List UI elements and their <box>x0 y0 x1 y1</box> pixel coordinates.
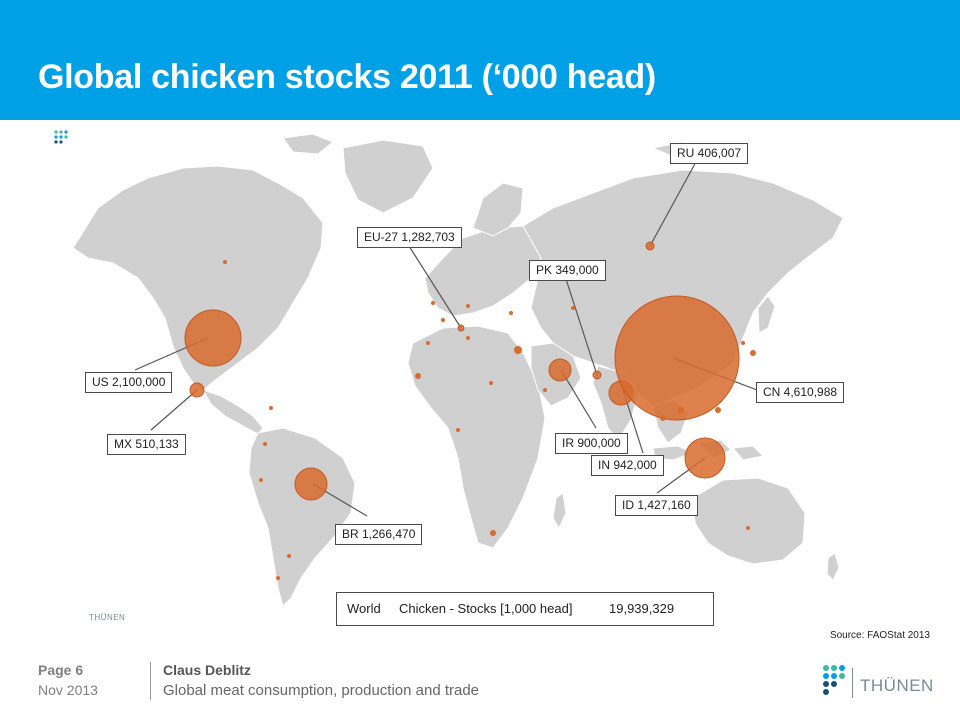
dot-japan <box>750 350 756 356</box>
title-bar: Global chicken stocks 2011 (‘000 head) <box>0 0 960 120</box>
new-zealand-land <box>826 552 840 581</box>
dot-colombia <box>263 442 267 446</box>
footer-logo-text: THÜNEN <box>860 676 934 695</box>
madagascar-land <box>552 492 567 530</box>
dot-australia <box>746 526 750 530</box>
greenland-land <box>342 139 434 214</box>
label-mx: MX 510,133 <box>107 434 186 455</box>
dot-nigeria <box>456 428 460 432</box>
label-cn: CN 4,610,988 <box>756 382 845 403</box>
world-total-box: World Chicken - Stocks [1,000 head] 19,9… <box>336 592 714 626</box>
footer-logo-divider <box>852 668 853 698</box>
footer-date: Nov 2013 <box>38 682 98 698</box>
dot-caribbean <box>269 406 273 410</box>
bubble-pk <box>592 370 602 380</box>
scandinavia-land <box>472 182 524 237</box>
footer-divider <box>150 662 151 700</box>
map-logo-text: THÜNEN <box>89 613 126 622</box>
label-pk: PK 349,000 <box>529 260 606 281</box>
label-id: ID 1,427,160 <box>615 495 698 516</box>
label-us: US 2,100,000 <box>85 372 173 393</box>
bubble-ir <box>548 358 572 382</box>
dot-kazakhstan <box>571 306 575 310</box>
footer-author: Claus Deblitz <box>163 662 251 678</box>
footer-page-number: Page 6 <box>38 662 84 678</box>
dot-italy <box>466 336 470 340</box>
north-america-land <box>72 165 324 391</box>
dot-argentina <box>287 554 291 558</box>
world-map: US 2,100,000 MX 510,133 BR 1,266,470 EU-… <box>53 128 863 634</box>
bubble-eu <box>457 324 465 332</box>
south-america-land <box>248 427 356 607</box>
dot-saudi <box>543 388 547 392</box>
label-ir: IR 900,000 <box>555 433 628 454</box>
minor-dots <box>223 260 756 580</box>
connector-pk <box>564 275 598 376</box>
map-logo-icon <box>54 130 68 144</box>
dot-spain <box>426 341 430 345</box>
label-in: IN 942,000 <box>591 455 664 476</box>
dot-chile <box>276 576 280 580</box>
bubble-us <box>184 309 242 367</box>
bubble-cn <box>614 295 740 421</box>
thunen-logo-icon <box>823 665 845 695</box>
bubble-layer <box>184 241 740 501</box>
dot-thailand <box>660 415 666 421</box>
dot-egypt <box>489 381 493 385</box>
connector-ir <box>560 369 597 429</box>
central-america-land <box>201 389 264 435</box>
label-br: BR 1,266,470 <box>335 524 423 545</box>
australia-land <box>692 477 806 565</box>
africa-land <box>407 325 546 549</box>
bubble-ru <box>645 241 655 251</box>
footer-subtitle: Global meat consumption, production and … <box>163 682 480 699</box>
bubble-id <box>684 437 726 479</box>
map-svg <box>72 133 844 607</box>
bubble-mx <box>189 382 205 398</box>
source-note: Source: FAOStat 2013 <box>829 630 930 641</box>
dot-korea <box>741 341 745 345</box>
world-name: World <box>347 601 381 616</box>
slide-title: Global chicken stocks 2011 (‘000 head) <box>38 58 656 96</box>
dot-france <box>441 318 445 322</box>
dot-south-africa <box>490 530 496 536</box>
japan-land <box>757 295 776 334</box>
connector-mx <box>150 389 198 431</box>
bubble-br <box>294 467 328 501</box>
dot-ukraine <box>509 311 513 315</box>
dot-morocco <box>415 373 421 379</box>
label-ru: RU 406,007 <box>670 143 749 164</box>
dot-peru <box>259 478 263 482</box>
dot-germany <box>466 304 470 308</box>
connector-eu <box>408 245 462 329</box>
dot-vietnam <box>678 407 684 413</box>
dot-philippines <box>715 407 721 413</box>
world-value: 19,939,329 <box>609 601 675 616</box>
label-eu: EU-27 1,282,703 <box>357 227 462 248</box>
connector-ru <box>649 159 698 247</box>
world-measure: Chicken - Stocks [1,000 head] <box>399 601 573 616</box>
dot-canada <box>223 260 227 264</box>
dot-uk <box>431 301 435 305</box>
dot-turkey <box>514 346 522 354</box>
